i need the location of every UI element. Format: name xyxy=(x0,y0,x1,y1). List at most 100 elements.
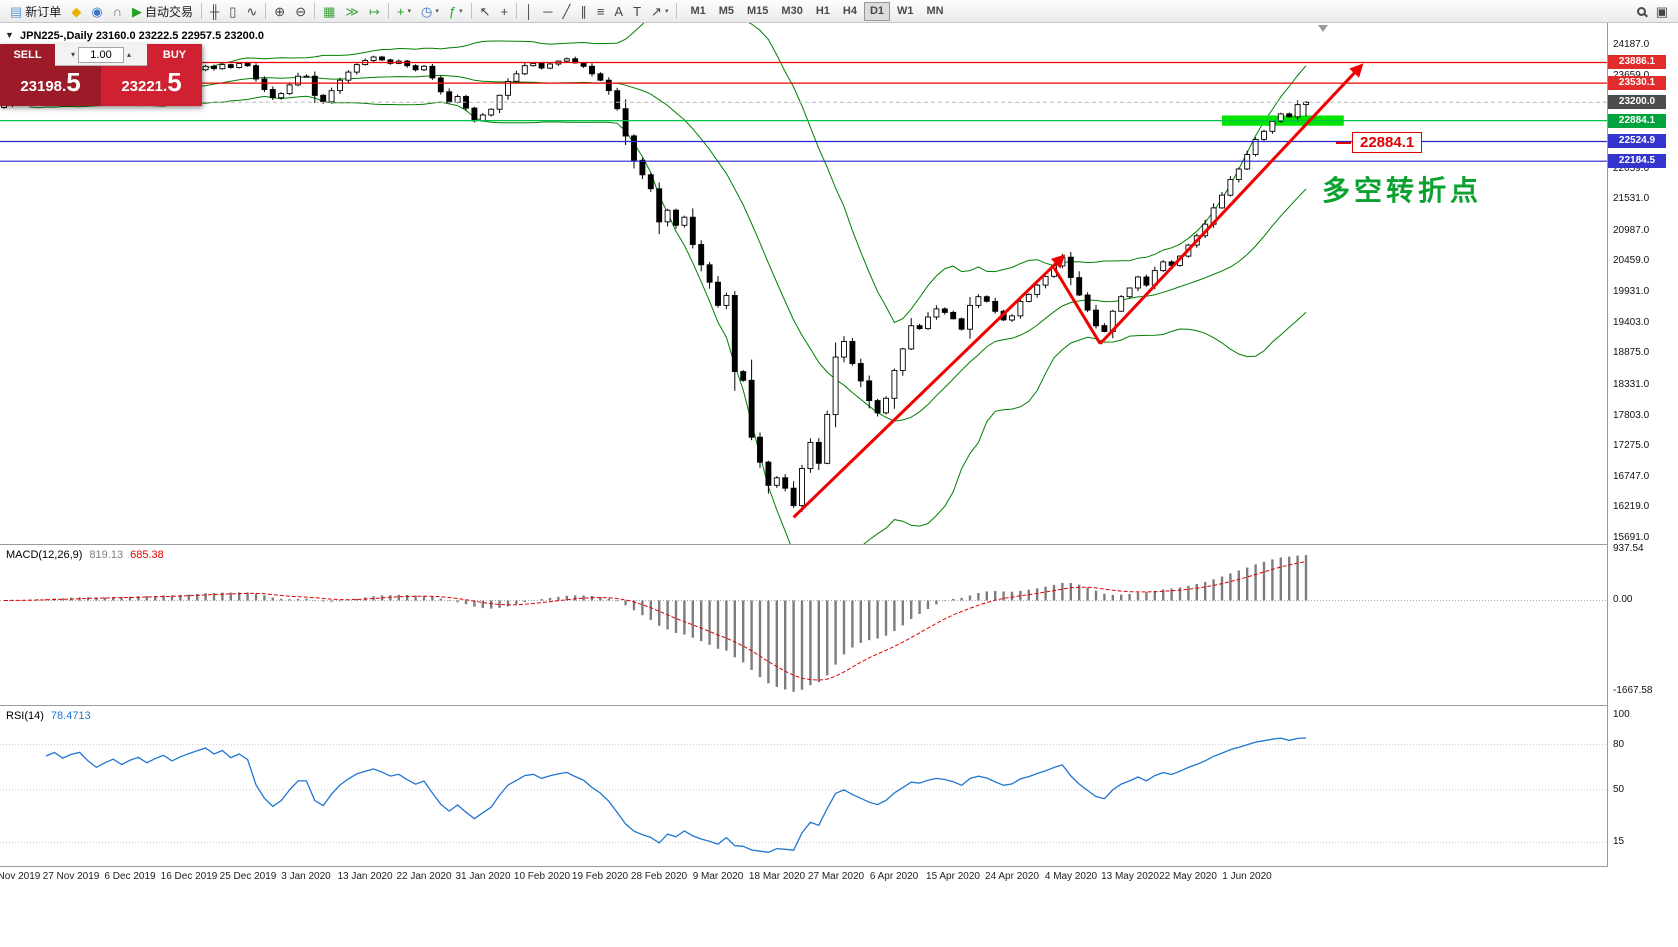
timeframe-button-m30[interactable]: M30 xyxy=(775,2,808,21)
macd-axis-label: -1667.58 xyxy=(1613,685,1653,696)
auto-scroll-button[interactable]: ≫ xyxy=(340,1,364,21)
timeframe-button-mn[interactable]: MN xyxy=(921,2,950,21)
new-order-button[interactable]: ▤ 新订单 xyxy=(5,1,66,21)
candle-body xyxy=(446,91,453,103)
zoom-in-button[interactable]: ⊕ xyxy=(269,1,290,21)
candle-body xyxy=(731,295,738,372)
rsi-indicator-pane[interactable]: RSI(14) 78.4713 xyxy=(0,707,1607,865)
date-tick-label: 25 Dec 2019 xyxy=(219,871,277,882)
macd-indicator-pane[interactable]: MACD(12,26,9) 819.13 685.38 xyxy=(0,546,1607,704)
candle-body xyxy=(236,62,243,68)
candle-body xyxy=(1101,325,1108,332)
date-tick-label: 15 Apr 2020 xyxy=(926,871,980,882)
channel-button[interactable]: ∥ xyxy=(575,1,592,21)
timeframe-button-m5[interactable]: M5 xyxy=(713,2,740,21)
cursor-button[interactable]: ↖ xyxy=(475,1,496,21)
date-tick-label: 4 May 2020 xyxy=(1044,871,1098,882)
zoom-in-icon: ⊕ xyxy=(274,3,286,19)
chart-shift-marker[interactable] xyxy=(1318,25,1328,32)
profile-button[interactable]: ◉ xyxy=(86,1,107,21)
toolbar-separator xyxy=(314,3,316,19)
candle-body xyxy=(328,90,335,103)
vertical-line-button[interactable]: │ xyxy=(520,1,538,21)
price-tick-label: 19931.0 xyxy=(1613,286,1650,297)
price-tick-label: 18331.0 xyxy=(1613,379,1650,390)
indicators-button[interactable]: ƒ ▾ xyxy=(444,1,468,21)
chart-shift-button[interactable]: ↦ xyxy=(364,1,385,21)
timeframe-button-m15[interactable]: M15 xyxy=(741,2,774,21)
tile-windows-button[interactable]: ▦ xyxy=(318,1,340,21)
volume-control: ▾ ▴ xyxy=(55,44,147,66)
crosshair-button[interactable]: + xyxy=(496,1,514,21)
candle-body xyxy=(244,62,251,67)
volume-increase-icon[interactable]: ▴ xyxy=(127,49,132,59)
shapes-button[interactable]: ↗ ▾ xyxy=(646,1,673,21)
candle-body xyxy=(1126,287,1133,298)
date-tick-label: 13 Jan 2020 xyxy=(337,871,393,882)
candle-body xyxy=(849,340,856,364)
candle-body xyxy=(883,397,889,414)
annotation-text[interactable]: 多空转折点 xyxy=(1322,175,1483,206)
pane-separator[interactable] xyxy=(0,705,1678,706)
support-button[interactable]: ∩ xyxy=(108,1,127,21)
trend-arrow[interactable] xyxy=(792,254,1066,519)
trade-panel-toggle-icon[interactable]: ▼ xyxy=(5,30,14,40)
zoom-out-button[interactable]: ⊖ xyxy=(290,1,311,21)
candle-body xyxy=(1261,130,1267,140)
price-badge: 22524.9 xyxy=(1608,134,1666,148)
candle-body xyxy=(933,308,940,318)
price-axis[interactable]: 24187.0 23659.0 22059.0 21531.0 20987.0 20459… xyxy=(1607,23,1678,889)
new-chart-button[interactable]: + ▾ xyxy=(392,1,416,21)
macd-label: MACD(12,26,9) 819.13 685.38 xyxy=(6,549,164,561)
flag-connector-line xyxy=(1336,142,1351,144)
autotrading-button[interactable]: ▶ 自动交易 xyxy=(127,1,198,21)
date-tick-label: 28 Feb 2020 xyxy=(630,871,688,882)
candle-body xyxy=(1118,296,1125,312)
window-list-button[interactable]: ▣ xyxy=(1651,1,1673,21)
dropdown-caret-icon: ▾ xyxy=(435,8,439,15)
candle-body xyxy=(1093,309,1099,327)
candle-body xyxy=(740,371,747,381)
trend-arrow[interactable] xyxy=(1099,63,1364,345)
buy-price[interactable]: 23221. 5 xyxy=(101,66,202,106)
horizontal-line-button[interactable]: ─ xyxy=(538,1,557,21)
fibonacci-button[interactable]: ≡ xyxy=(592,1,610,21)
date-tick-label: 9 Mar 2020 xyxy=(692,871,744,882)
line-chart-button[interactable]: ∿ xyxy=(241,1,262,21)
candle-body xyxy=(337,79,343,92)
trendline-button[interactable]: ╱ xyxy=(557,1,575,21)
candle-body xyxy=(857,363,864,382)
date-tick-label: 3 Jan 2020 xyxy=(281,871,331,882)
timeframe-button-m1[interactable]: M1 xyxy=(684,2,711,21)
candle-body xyxy=(202,65,209,71)
candle-body xyxy=(1235,168,1242,180)
search-button[interactable] xyxy=(1632,1,1651,21)
timeframe-button-d1[interactable]: D1 xyxy=(863,1,891,21)
mql5-button[interactable]: ◆ xyxy=(66,1,86,21)
buy-button[interactable]: BUY xyxy=(147,44,202,66)
text-button[interactable]: A xyxy=(609,1,628,21)
label-button[interactable]: T xyxy=(628,1,646,21)
new-order-button-label: 新订单 xyxy=(25,4,62,19)
price-flag-label[interactable]: 22884.1 xyxy=(1336,132,1423,153)
main-chart-pane[interactable]: ▼ JPN225-,Daily 23160.0 23222.5 22957.5 … xyxy=(0,23,1607,544)
volume-decrease-icon[interactable]: ▾ xyxy=(70,49,75,59)
candle-body xyxy=(227,64,234,68)
profiles-button[interactable]: ◷ ▾ xyxy=(416,1,444,21)
sell-price[interactable]: 23198. 5 xyxy=(0,66,101,106)
timeframe-button-h4[interactable]: H4 xyxy=(837,2,863,21)
top-toolbar: ▤ 新订单 ◆ ◉ ∩ ▶ 自动交易 ╫ ▯ ∿ ⊕ ⊖ ▦ ≫ ↦ + ▾ ◷ ▾ ƒ ▾ ↖ + │ ─ ╱ ∥ ≡ A T ↗ ▾ M1 M… xyxy=(0,0,1678,23)
timeframe-button-w1[interactable]: W1 xyxy=(891,2,920,21)
timeframe-group: M1 M5 M15 M30 H1 H4 D1 W1 MN xyxy=(684,1,950,21)
candle-body xyxy=(1286,113,1293,118)
candle-body xyxy=(1034,284,1041,295)
bar-chart-button[interactable]: ╫ xyxy=(205,1,224,21)
trend-arrow[interactable] xyxy=(1052,266,1102,345)
candlestick-chart-button[interactable]: ▯ xyxy=(224,1,241,21)
sell-button[interactable]: SELL xyxy=(0,44,55,66)
timeframe-button-h1[interactable]: H1 xyxy=(810,2,836,21)
date-tick-label: 18 Mar 2020 xyxy=(748,871,806,882)
volume-input[interactable] xyxy=(78,46,124,63)
pane-separator[interactable] xyxy=(0,544,1678,545)
